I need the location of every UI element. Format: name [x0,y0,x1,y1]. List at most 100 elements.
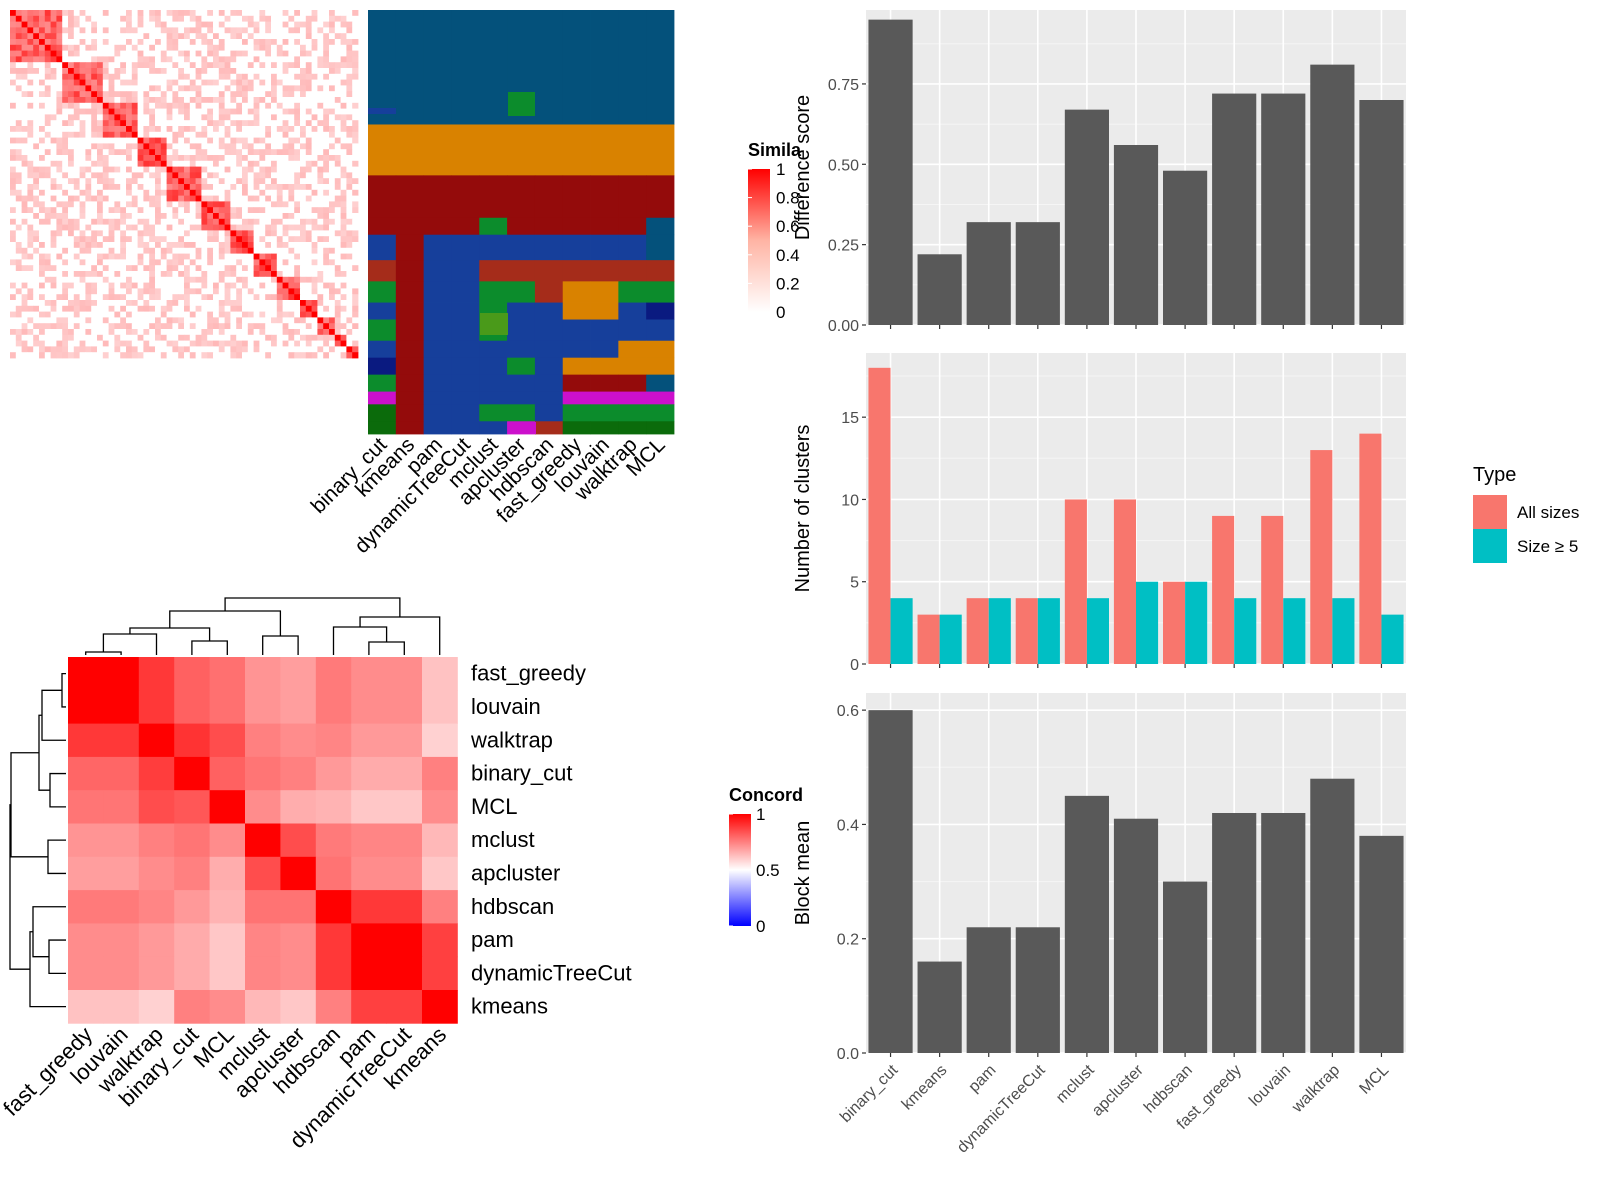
similarity-cell [85,242,92,249]
similarity-cell [15,102,22,109]
similarity-cell [311,311,318,318]
similarity-cell [160,33,167,40]
similarity-cell [44,97,51,104]
similarity-cell [178,189,185,196]
similarity-cell [160,236,167,243]
similarity-cell [329,294,336,301]
similarity-cell [311,10,318,17]
similarity-cell [276,73,283,80]
similarity-cell [311,230,318,237]
similarity-cell [346,79,353,86]
similarity-cell [300,108,307,115]
similarity-cell [282,282,289,289]
similarity-cell [33,178,40,185]
assignment-cell [618,391,647,405]
similarity-cell [120,224,127,231]
similarity-cell [120,149,127,156]
similarity-cell [311,352,318,359]
assignment-cell [368,302,397,320]
similarity-cell [27,300,34,307]
similarity-cell [108,224,115,231]
bar-all-sizes [1064,499,1087,664]
similarity-cell [201,253,208,260]
similarity-cell [236,334,243,341]
similarity-cell [195,21,202,28]
similarity-cell [352,213,359,220]
similarity-cell [242,265,249,272]
similarity-cell [224,10,231,17]
similarity-cell [33,85,40,92]
similarity-cell [247,352,254,359]
similarity-cell [253,253,260,260]
similarity-cell [102,334,109,341]
similarity-cell [172,195,179,202]
similarity-cell [201,230,208,237]
similarity-cell [91,15,98,22]
similarity-cell [323,114,330,121]
similarity-cell [62,166,69,173]
similarity-cell [56,236,63,243]
similarity-cell [305,10,312,17]
similarity-cell [242,184,249,191]
similarity-cell [189,352,196,359]
similarity-cell [340,149,347,156]
similarity-cell [15,10,22,17]
similarity-cell [334,305,341,312]
similarity-cell [213,44,220,51]
similarity-cell [131,352,138,359]
similarity-cell [131,201,138,208]
similarity-cell [172,178,179,185]
similarity-cell [311,160,318,167]
similarity-cell [242,102,249,109]
similarity-cell [73,207,80,214]
similarity-cell [102,155,109,162]
similarity-cell [207,50,214,57]
similarity-cell [288,189,295,196]
similarity-cell [50,253,57,260]
similarity-cell [213,276,220,283]
similarity-cell [265,352,272,359]
concordance-row-label: kmeans [471,994,548,1019]
similarity-cell [282,189,289,196]
similarity-cell [85,21,92,28]
similarity-cell [56,50,63,57]
assignment-cell [423,260,452,282]
similarity-cell [79,184,86,191]
similarity-cell [79,137,86,144]
similarity-cell [44,213,51,220]
similarity-cell [305,265,312,272]
bar [868,19,913,326]
similarity-cell [27,259,34,266]
similarity-cell [149,97,156,104]
similarity-cell [242,178,249,185]
similarity-cell [224,172,231,179]
similarity-cell [247,166,254,173]
similarity-cell [300,207,307,214]
similarity-cell [155,68,162,75]
similarity-cell [97,247,104,254]
similarity-cell [311,126,318,133]
similarity-cell [143,160,150,167]
similarity-cell [102,253,109,260]
similarity-cell [10,102,17,109]
similarity-cell [15,276,22,283]
similarity-cell [114,294,121,301]
similarity-cell [265,62,272,69]
similarity-cell [79,224,86,231]
similarity-cell [56,114,63,121]
similarity-cell [137,73,144,80]
similarity-cell [189,230,196,237]
similarity-cell [97,230,104,237]
similarity-cell [253,346,260,353]
similarity-cell [39,15,46,22]
similarity-cell [201,143,208,150]
similarity-cell [126,91,133,98]
similarity-cell [44,317,51,324]
similarity-cell [160,126,167,133]
similarity-cell [311,184,318,191]
similarity-cell [323,340,330,347]
similarity-cell [50,201,57,208]
similarity-cell [189,131,196,138]
similarity-cell [334,126,341,133]
similarity-cell [230,271,237,278]
